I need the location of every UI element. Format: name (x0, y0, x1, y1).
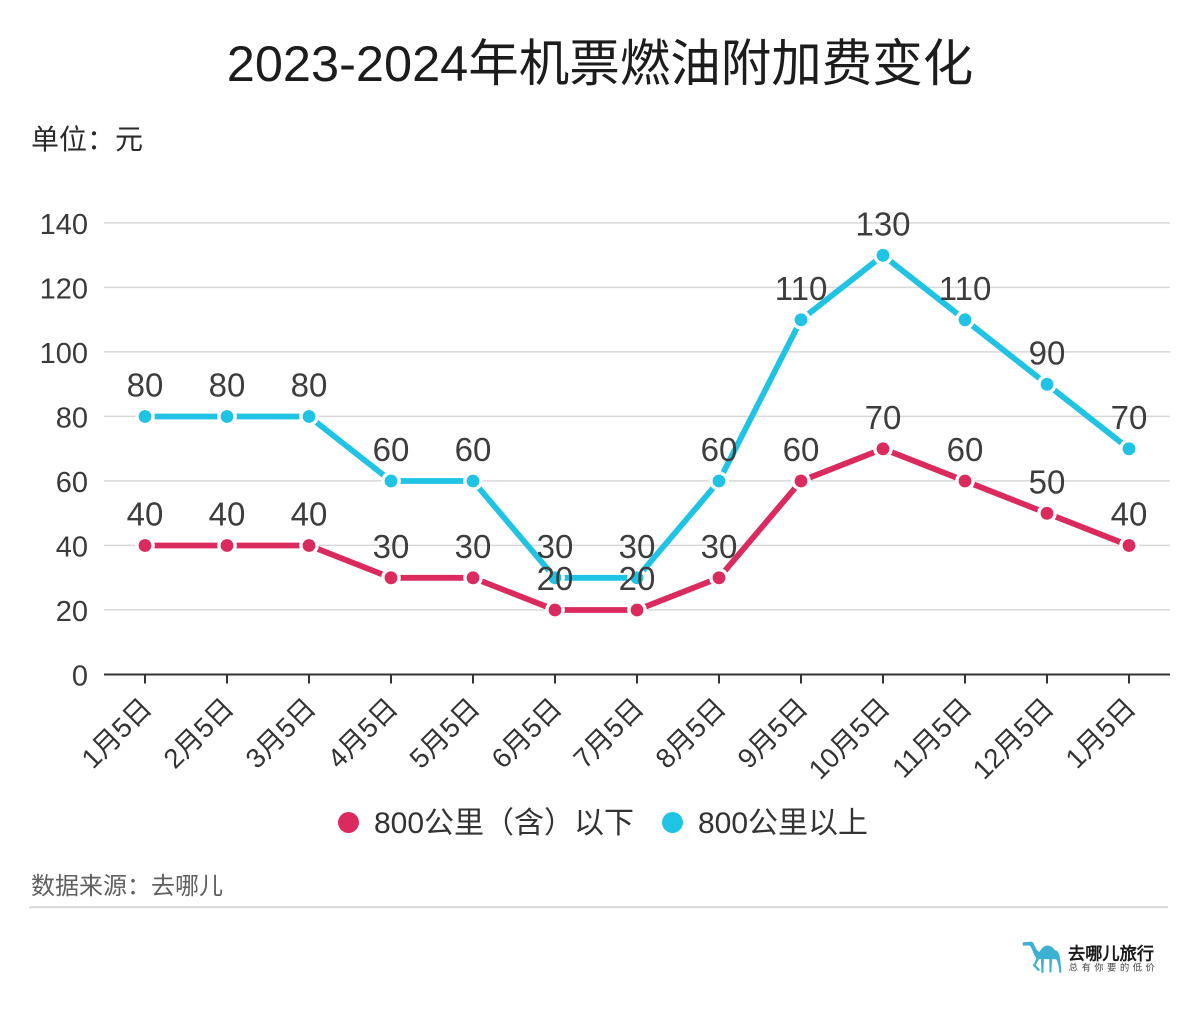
svg-text:110: 110 (775, 270, 828, 307)
svg-text:60: 60 (701, 431, 738, 468)
svg-text:100: 100 (40, 338, 88, 370)
svg-text:单位：元: 单位：元 (31, 124, 143, 155)
svg-text:800公里以上: 800公里以上 (698, 807, 868, 840)
svg-text:60: 60 (783, 431, 820, 468)
svg-text:总有你要的低价: 总有你要的低价 (1069, 962, 1159, 973)
svg-text:40: 40 (56, 531, 88, 563)
svg-text:70: 70 (865, 399, 902, 436)
svg-text:40: 40 (209, 496, 246, 533)
svg-text:60: 60 (373, 431, 410, 468)
svg-text:50: 50 (1029, 463, 1066, 500)
svg-text:30: 30 (373, 528, 410, 565)
svg-text:80: 80 (291, 367, 328, 404)
svg-text:140: 140 (40, 209, 88, 241)
svg-text:800公里（含）以下: 800公里（含）以下 (374, 807, 634, 840)
svg-text:30: 30 (455, 528, 492, 565)
svg-text:120: 120 (40, 273, 88, 305)
svg-text:70: 70 (1111, 399, 1148, 436)
svg-text:80: 80 (56, 402, 88, 434)
svg-text:80: 80 (209, 367, 246, 404)
svg-text:40: 40 (1111, 496, 1148, 533)
svg-text:2023-2024年机票燃油附加费变化: 2023-2024年机票燃油附加费变化 (227, 35, 974, 92)
svg-text:去哪儿旅行: 去哪儿旅行 (1068, 944, 1154, 964)
svg-text:40: 40 (127, 496, 164, 533)
svg-text:90: 90 (1029, 334, 1066, 371)
svg-text:130: 130 (855, 205, 910, 242)
svg-text:40: 40 (291, 496, 328, 533)
svg-text:0: 0 (72, 661, 88, 693)
svg-text:30: 30 (619, 528, 656, 565)
svg-text:30: 30 (537, 528, 574, 565)
svg-text:60: 60 (455, 431, 492, 468)
svg-text:20: 20 (537, 560, 574, 597)
svg-text:60: 60 (56, 467, 88, 499)
svg-text:20: 20 (619, 560, 656, 597)
svg-text:80: 80 (127, 367, 164, 404)
svg-text:数据来源：去哪儿: 数据来源：去哪儿 (31, 873, 223, 900)
svg-text:110: 110 (939, 270, 992, 307)
svg-text:30: 30 (701, 528, 738, 565)
svg-text:60: 60 (947, 431, 984, 468)
svg-text:20: 20 (56, 596, 88, 628)
